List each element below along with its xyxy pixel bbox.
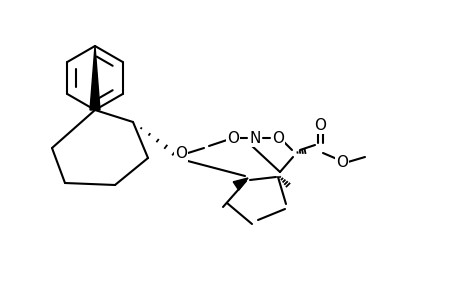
Text: O: O <box>271 130 283 146</box>
Text: O: O <box>226 130 239 146</box>
Text: O: O <box>313 118 325 133</box>
Text: O: O <box>335 154 347 169</box>
Text: O: O <box>174 146 187 160</box>
Polygon shape <box>233 178 247 190</box>
Polygon shape <box>90 46 100 110</box>
Text: N: N <box>249 130 260 146</box>
